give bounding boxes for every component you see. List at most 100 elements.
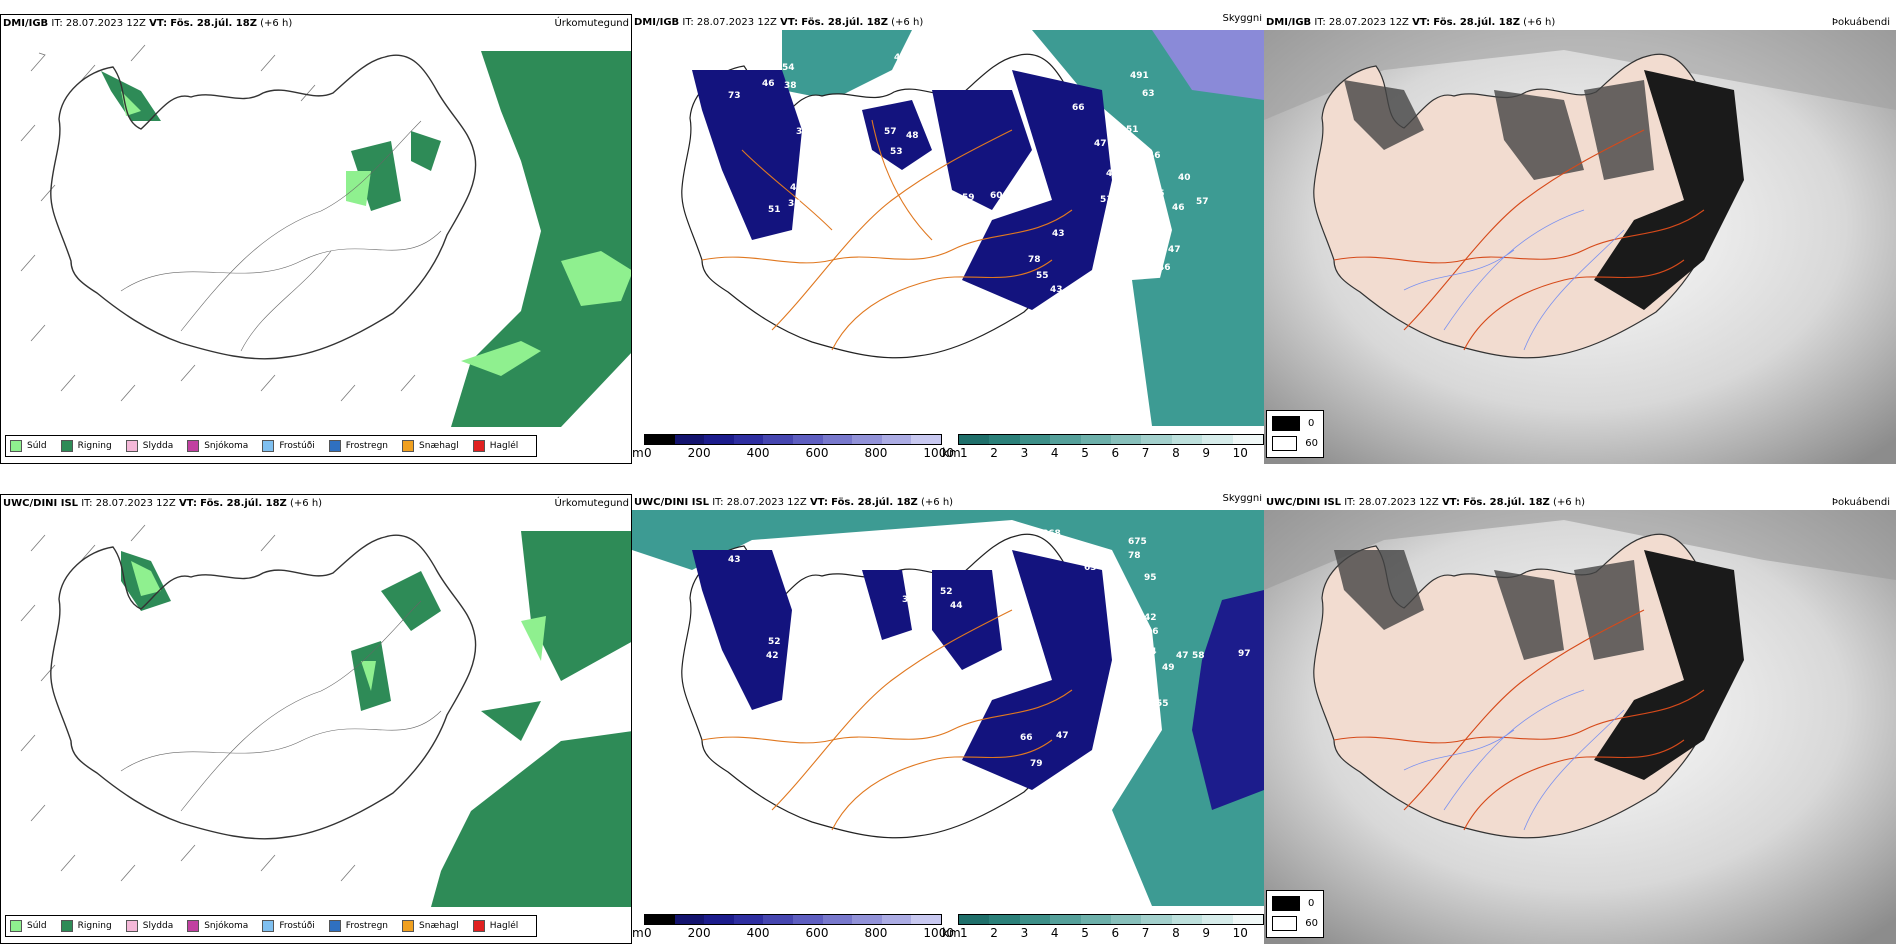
cloud-label: 41	[1128, 173, 1141, 183]
cloud-label: 40	[1178, 173, 1191, 183]
visibility-colorbar-segment	[1050, 435, 1081, 444]
cloud-label: 60	[990, 191, 1003, 201]
cloud-label: 354	[906, 539, 925, 549]
legend-swatch	[125, 920, 138, 932]
cloud-label: 43	[728, 555, 741, 565]
cloud-map: 62 43 33 36 52 42 37 42 52 44 63 71 95 7…	[632, 510, 1264, 906]
legend-item: Rigning	[60, 920, 112, 932]
visibility-colorbar	[958, 914, 1264, 925]
panel-name: Skyggni	[1222, 14, 1262, 24]
cloud-label: 55	[1036, 271, 1049, 281]
cloud-label: 47	[1056, 731, 1069, 741]
precip-map	[20, 524, 631, 907]
visibility-colorbar	[958, 434, 1264, 445]
ceiling-colorbar-segment	[704, 915, 734, 924]
legend-swatch	[328, 440, 341, 452]
colorbars: m 0 200 400 600 800 1000 km 1 2 3 4 5 6 7 8 9 10	[632, 430, 1264, 464]
precip-legend: Súld Rigning Slydda Snjókoma Frostúði Fr…	[5, 435, 538, 457]
ceiling-unit: m	[632, 926, 644, 940]
legend-swatch	[328, 920, 341, 932]
cloud-label: 52	[768, 637, 781, 647]
cloud-label: 46	[1148, 151, 1161, 161]
visibility-colorbar-segment	[1141, 915, 1172, 924]
precip-panel-uwc: UWC/DINI ISL IT: 28.07.2023 12Z VT: Fös.…	[0, 494, 632, 944]
cloud-label: 44	[950, 601, 963, 611]
cloud-label: 53	[890, 147, 903, 157]
cloud-label: 59	[962, 193, 975, 203]
legend-swatch	[187, 440, 200, 452]
visibility-colorbar-segment	[1111, 915, 1142, 924]
panel-name: Skyggni	[1222, 494, 1262, 504]
visibility-colorbar-segment	[1050, 915, 1081, 924]
fog-legend: 0 60	[1266, 410, 1324, 458]
cloud-label: 51	[1126, 125, 1139, 135]
visibility-ticks: 1 2 3 4 5 6 7 8 9 10	[960, 926, 1248, 940]
legend-item: Snjókoma	[187, 920, 248, 932]
cloud-label: 78	[1128, 551, 1141, 561]
cloud-label: 47	[1078, 285, 1091, 295]
fog-panel-uwc: UWC/DINI ISL IT: 28.07.2023 12Z VT: Fös.…	[1264, 494, 1896, 944]
ceiling-colorbar-segment	[674, 915, 705, 924]
legend-swatch	[262, 920, 275, 932]
visibility-colorbar-segment	[1080, 435, 1112, 444]
panel-title: UWC/DINI ISL IT: 28.07.2023 12Z VT: Fös.…	[1266, 497, 1586, 508]
cloud-label: 46	[1146, 627, 1159, 637]
panel-title: UWC/DINI ISL IT: 28.07.2023 12Z VT: Fös.…	[634, 497, 954, 508]
cloud-label: 71	[1110, 573, 1123, 583]
cloud-label: 66	[1072, 103, 1085, 113]
cloud-label: 55	[1156, 699, 1169, 709]
cloud-label: 52	[948, 713, 961, 723]
cloud-label: 43	[1050, 285, 1063, 295]
fog-legend-swatch	[1272, 896, 1300, 911]
visibility-colorbar-segment	[1232, 915, 1264, 924]
cloud-label: 49	[790, 183, 803, 193]
cloud-label: 51	[1100, 195, 1113, 205]
ceiling-colorbar-segment	[763, 435, 793, 444]
cloud-label: 33	[782, 561, 795, 571]
cloud-label: 675	[1128, 537, 1147, 547]
cloud-label: 42	[1144, 613, 1157, 623]
legend-swatch	[60, 440, 73, 452]
legend-item: Frostúði	[262, 920, 315, 932]
legend-item: Slydda	[125, 920, 173, 932]
cloud-label: 54	[782, 63, 795, 73]
cloud-label: 79	[1030, 759, 1043, 769]
cloud-label: 38	[784, 81, 797, 91]
cloud-panel-dmi: DMI/IGB IT: 28.07.2023 12Z VT: Fös. 28.j…	[632, 14, 1264, 464]
legend-item: Frostregn	[328, 920, 388, 932]
cloud-label: 37	[902, 595, 915, 605]
road-network	[701, 609, 1073, 831]
cloud-label: 38	[788, 199, 801, 209]
ceiling-colorbar-segment	[822, 435, 853, 444]
precip-panel-dmi: DMI/IGB IT: 28.07.2023 12Z VT: Fös. 28.j…	[0, 14, 632, 464]
cloud-label: 51	[768, 205, 781, 215]
legend-item: Súld	[10, 440, 47, 452]
cloud-label: 45	[1152, 189, 1165, 199]
visibility-colorbar-segment	[959, 435, 990, 444]
cloud-label: 57	[1196, 197, 1209, 207]
panel-title: UWC/DINI ISL IT: 28.07.2023 12Z VT: Fös.…	[3, 498, 323, 509]
panel-name: Þokuábendi	[1831, 497, 1890, 508]
ceiling-colorbar-segment	[792, 435, 823, 444]
legend-item: Haglél	[472, 440, 518, 452]
ceiling-colorbar-segment	[881, 435, 912, 444]
panel-title: DMI/IGB IT: 28.07.2023 12Z VT: Fös. 28.j…	[3, 18, 293, 29]
cloud-label: 36	[796, 593, 809, 603]
cloud-label: 44	[1144, 647, 1157, 657]
fog-legend-item: 60	[1272, 436, 1318, 451]
visibility-colorbar-segment	[1202, 435, 1233, 444]
legend-swatch	[262, 440, 275, 452]
cloud-label: 66	[1020, 733, 1033, 743]
visibility-unit: km	[942, 926, 961, 940]
legend-item: Snjókoma	[187, 440, 248, 452]
wind-barbs	[20, 524, 356, 882]
cloud-label: 67	[1008, 189, 1021, 199]
rivers	[1403, 209, 1625, 351]
visibility-colorbar-segment	[1019, 435, 1051, 444]
ceiling-colorbar	[644, 914, 942, 925]
precip-legend: Súld Rigning Slydda Snjókoma Frostúði Fr…	[5, 915, 538, 937]
ceiling-colorbar-segment	[733, 435, 764, 444]
cloud-label: 58	[1192, 651, 1205, 661]
cloud-label: 46	[762, 79, 775, 89]
cloud-label: 47	[1168, 245, 1181, 255]
